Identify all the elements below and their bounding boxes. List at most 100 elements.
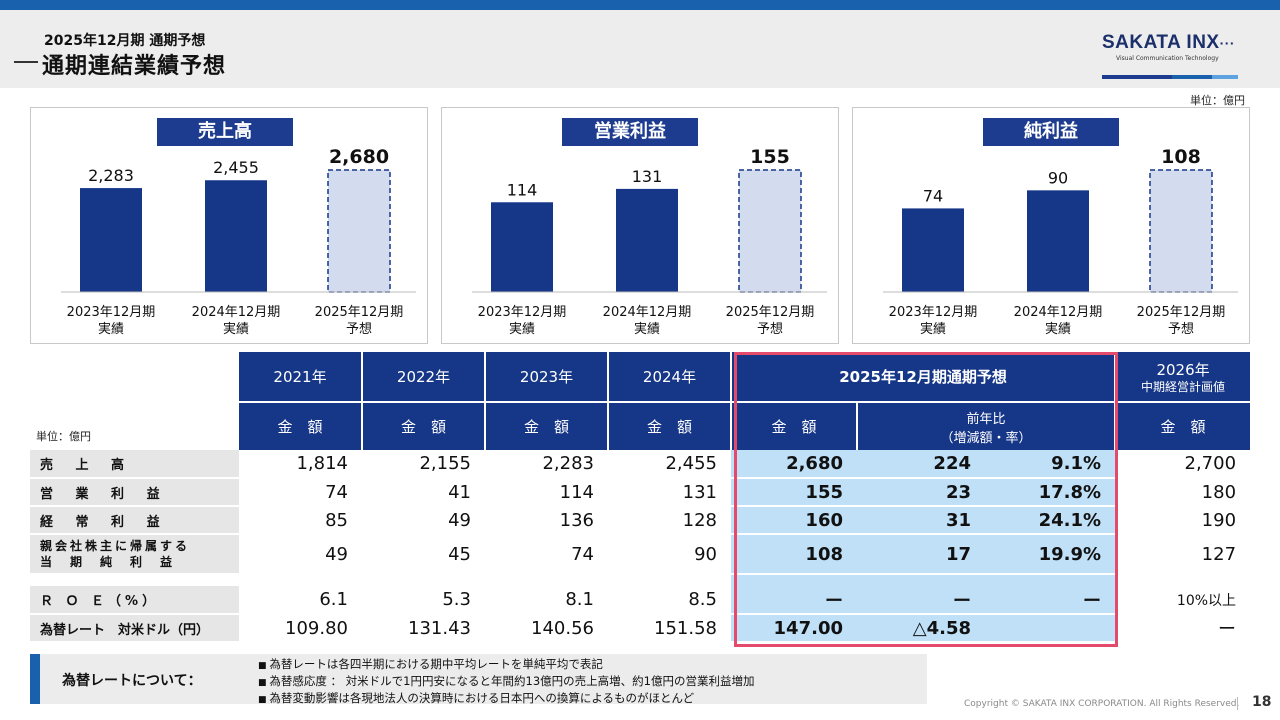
- title-dash: [14, 61, 38, 63]
- cell: 2,283: [485, 450, 608, 479]
- table-row: 経 常 利 益 85 49 136 128 160 31 24.1% 190: [30, 506, 1251, 535]
- copyright: Copyright © SAKATA INX CORPORATION. All …: [964, 699, 1240, 709]
- footer-separator: [1237, 697, 1238, 710]
- category-label: 実績: [1045, 321, 1071, 337]
- category-label: 実績: [509, 321, 535, 337]
- forecast-highlight-box: [734, 352, 1118, 647]
- row-label: 経 常 利 益: [30, 506, 239, 535]
- row-label: 為替レート 対米ドル（円）: [30, 614, 239, 643]
- amount-header: 金 額: [608, 401, 732, 450]
- category-label: 実績: [920, 321, 946, 337]
- bar: [616, 188, 678, 292]
- cell: 151.58: [608, 614, 731, 643]
- category-label: 2023年12月期: [67, 305, 156, 320]
- category-label: 2023年12月期: [478, 305, 567, 320]
- note-accent: [30, 654, 40, 704]
- cell: 90: [608, 534, 731, 575]
- note-item: 為替感応度 ： 対米ドルで1円円安になると年間約13億円の売上高増、約1億円の営…: [258, 674, 754, 691]
- page-title: 通期連結業績予想: [42, 54, 227, 79]
- note-item: 為替レートは各四半期における期中平均レートを単純平均で表記: [258, 657, 754, 674]
- plan-cell: 127: [1115, 534, 1251, 575]
- plan-header: 2026年 中期経営計画値: [1115, 352, 1251, 402]
- forecast-cell: 155: [731, 478, 857, 507]
- bar-value-label: 90: [1048, 168, 1068, 187]
- cell: 6.1: [239, 586, 362, 615]
- plan-cell: ー: [1115, 614, 1251, 643]
- cell: 49: [239, 534, 362, 575]
- operating-profit-chart-title: 営業利益: [562, 118, 698, 146]
- cell: 128: [608, 506, 731, 535]
- category-label: 2024年12月期: [192, 305, 281, 320]
- bar: [902, 208, 964, 292]
- row-label: 売 上 高: [30, 450, 239, 479]
- results-table: 単位：億円 2021年 2022年 2023年 2024年 2025年12月期通…: [30, 352, 1251, 643]
- yoy-header-line1: 前年比: [966, 411, 1006, 427]
- category-label: 予想: [1168, 321, 1194, 337]
- bar: [205, 180, 267, 292]
- category-label: 2024年12月期: [1014, 305, 1103, 320]
- yoy-diff-cell: 31: [857, 506, 985, 535]
- category-label: 2024年12月期: [603, 305, 692, 320]
- bar-value-label: 2,283: [88, 166, 134, 185]
- category-label: 実績: [223, 321, 249, 337]
- yoy-diff-cell: 224: [857, 450, 985, 479]
- cell: 2,155: [362, 450, 485, 479]
- amount-header: 金 額: [1115, 401, 1251, 450]
- table-row: 売 上 高 1,814 2,155 2,283 2,455 2,680 224 …: [30, 450, 1251, 479]
- year-header: 2024年: [608, 352, 732, 402]
- cell: 5.3: [362, 586, 485, 615]
- row-label: 営 業 利 益: [30, 478, 239, 507]
- amount-header: 金 額: [362, 401, 486, 450]
- category-label: 2025年12月期: [726, 305, 815, 320]
- cell: 140.56: [485, 614, 608, 643]
- yoy-diff-cell: △4.58: [857, 614, 985, 643]
- cell: 8.1: [485, 586, 608, 615]
- bar: [491, 202, 553, 292]
- note-item: 為替変動影響は各現地法人の決算時における日本円への換算によるものがほとんど: [258, 691, 754, 708]
- sales-chart-title: 売上高: [157, 118, 293, 146]
- year-header: 2021年: [239, 352, 363, 402]
- cell: 49: [362, 506, 485, 535]
- cell: 114: [485, 478, 608, 507]
- bar-value-label: 2,455: [213, 158, 259, 177]
- cell: 41: [362, 478, 485, 507]
- cell: 2,455: [608, 450, 731, 479]
- yoy-rate-cell: 17.8%: [985, 478, 1116, 507]
- net-income-chart-panel: 74 2023年12月期 実績 90 2024年12月期 実績 108 2025年12月期 予想…: [852, 107, 1250, 344]
- note-label: 為替レートについて：: [62, 673, 202, 689]
- plan-header-sub: 中期経営計画値: [1141, 379, 1226, 394]
- yoy-rate-cell: ー: [985, 586, 1116, 615]
- cell: 74: [485, 534, 608, 575]
- page-header: 2025年12月期 通期予想 通期連結業績予想 SAKATA INX··· Vi…: [0, 10, 1280, 88]
- amount-header: 金 額: [485, 401, 609, 450]
- table-row: Ｒ Ｏ Ｅ（%） 6.1 5.3 8.1 8.5 ー ー ー 10%以上: [30, 586, 1251, 615]
- cell: 131.43: [362, 614, 485, 643]
- forecast-cell: 108: [731, 534, 857, 575]
- row-label: Ｒ Ｏ Ｅ（%）: [30, 586, 239, 615]
- plan-header-year: 2026年: [1156, 360, 1210, 379]
- forecast-header: 2025年12月期通期予想: [731, 352, 1117, 402]
- bar-value-label: 74: [923, 186, 943, 205]
- bar-value-label: 2,680: [329, 146, 389, 168]
- cell: 8.5: [608, 586, 731, 615]
- table-row: 営 業 利 益 74 41 114 131 155 23 17.8% 180: [30, 478, 1251, 507]
- plan-cell: 10%以上: [1115, 586, 1251, 615]
- cell: 1,814: [239, 450, 362, 479]
- yoy-rate-cell: 9.1%: [985, 450, 1116, 479]
- yoy-header: 前年比 （増減額・率）: [857, 401, 1117, 450]
- category-label: 2025年12月期: [315, 305, 404, 320]
- bar-value-label: 114: [507, 180, 538, 199]
- yoy-rate-cell: 19.9%: [985, 534, 1116, 575]
- forecast-cell: 160: [731, 506, 857, 535]
- page-subtitle: 2025年12月期 通期予想: [44, 33, 206, 49]
- table-row: 親会社株主に帰属する 当 期 純 利 益 49 45 74 90 108 17 …: [30, 534, 1251, 575]
- amount-header: 金 額: [731, 401, 858, 450]
- cell: 131: [608, 478, 731, 507]
- year-header: 2022年: [362, 352, 486, 402]
- bar: [80, 188, 142, 292]
- table-row: 為替レート 対米ドル（円） 109.80 131.43 140.56 151.5…: [30, 614, 1251, 643]
- bar-value-label: 108: [1161, 146, 1201, 168]
- yoy-rate-cell: [985, 614, 1116, 643]
- plan-cell: 2,700: [1115, 450, 1251, 479]
